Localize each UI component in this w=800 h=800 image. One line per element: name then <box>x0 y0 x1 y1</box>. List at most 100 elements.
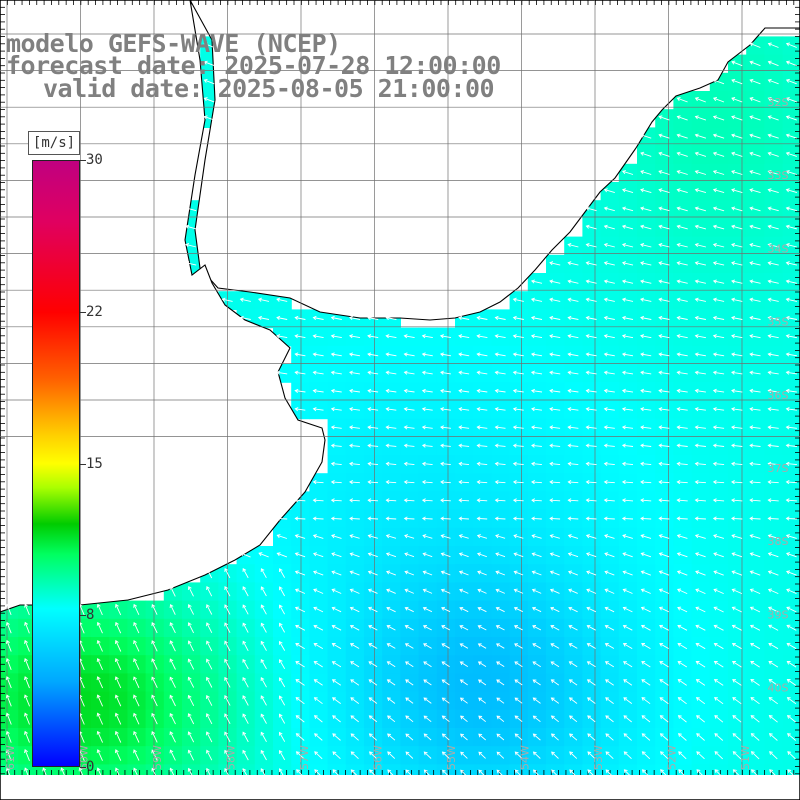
wind-arrow <box>458 498 470 503</box>
wind-arrow <box>658 606 670 613</box>
wind-arrow <box>549 461 561 466</box>
wind-arrow <box>731 480 743 485</box>
wind-arrow <box>567 279 579 284</box>
wind-arrow <box>749 443 761 448</box>
wind-arrow <box>568 679 578 686</box>
wind-arrow <box>767 297 779 302</box>
wind-arrow <box>513 606 523 613</box>
wind-arrow <box>224 604 231 615</box>
wind-arrow <box>785 261 798 266</box>
wind-arrow <box>440 498 451 503</box>
wind-arrow <box>385 461 397 466</box>
wind-arrow <box>658 133 670 139</box>
wind-arrow <box>532 679 541 686</box>
wind-arrow <box>785 279 798 284</box>
wind-arrow <box>767 425 779 430</box>
land-polygon <box>0 0 800 321</box>
wind-arrow <box>133 621 140 634</box>
colorbar-tick-mark <box>80 767 86 768</box>
wind-arrow <box>278 622 285 633</box>
wind-arrow <box>786 588 797 595</box>
wind-arrow <box>276 334 288 339</box>
latitude-label: 38S <box>768 535 789 548</box>
wind-arrow <box>640 388 652 393</box>
wind-arrow <box>513 570 524 576</box>
wind-arrow <box>694 443 706 448</box>
wind-arrow <box>403 352 415 357</box>
wind-arrow <box>712 206 725 212</box>
wind-arrow <box>550 679 560 686</box>
wind-arrow <box>368 606 378 613</box>
wind-arrow <box>785 498 797 503</box>
wind-arrow <box>476 425 488 430</box>
wind-arrow <box>478 751 486 759</box>
wind-arrow <box>695 679 706 686</box>
wind-arrow <box>495 570 506 576</box>
wind-arrow <box>767 188 779 194</box>
wind-arrow <box>349 643 360 649</box>
wind-arrow <box>203 42 215 48</box>
wind-arrow <box>478 733 486 741</box>
wind-arrow <box>169 585 176 597</box>
wind-arrow <box>567 407 579 412</box>
wind-arrow <box>512 297 524 302</box>
wind-arrow <box>712 334 725 339</box>
wind-arrow <box>658 407 670 412</box>
wind-arrow <box>549 334 561 339</box>
wind-arrow <box>785 97 797 103</box>
wind-arrow <box>640 516 652 521</box>
wind-arrow <box>676 133 688 139</box>
wind-arrow <box>694 407 706 412</box>
wind-arrow <box>714 751 724 760</box>
wind-arrow <box>494 334 506 339</box>
wind-arrow <box>440 534 451 539</box>
wind-arrow <box>549 498 561 503</box>
wind-arrow <box>676 552 688 558</box>
wind-arrow <box>532 661 541 668</box>
wind-arrow <box>550 606 560 613</box>
wind-arrow <box>785 188 798 194</box>
wind-arrow <box>367 588 378 594</box>
wind-arrow <box>332 733 341 741</box>
wind-arrow <box>512 461 524 466</box>
wind-arrow <box>641 643 651 649</box>
wind-arrow <box>349 516 360 521</box>
wind-arrow <box>621 388 634 393</box>
wind-arrow <box>641 715 651 723</box>
wind-arrow <box>205 713 213 725</box>
wind-arrow <box>441 625 451 631</box>
wind-arrow <box>785 133 797 139</box>
wind-arrow <box>513 534 524 539</box>
wind-arrow <box>367 498 379 503</box>
wind-arrow <box>567 388 579 393</box>
wind-arrow <box>567 498 579 503</box>
wind-arrow <box>405 751 414 759</box>
wind-arrow <box>133 767 140 779</box>
wind-arrow <box>459 588 469 594</box>
wind-arrow <box>330 425 342 430</box>
wind-arrow <box>749 42 761 48</box>
wind-arrow <box>640 624 651 631</box>
wind-arrow <box>712 370 725 375</box>
wind-arrow <box>785 170 798 175</box>
wind-arrow <box>658 315 670 321</box>
wind-arrow <box>678 769 687 778</box>
wind-arrow <box>494 461 506 466</box>
wind-arrow <box>385 388 397 394</box>
wind-arrow <box>585 315 597 321</box>
wind-arrow <box>749 388 761 393</box>
wind-arrow <box>24 603 30 616</box>
wind-arrow <box>531 461 542 466</box>
wind-arrow <box>349 498 360 503</box>
wind-arrow <box>549 370 561 375</box>
wind-arrow <box>187 694 195 707</box>
wind-arrow <box>96 658 104 670</box>
wind-arrow <box>459 606 469 613</box>
wind-arrow <box>278 659 286 670</box>
wind-arrow <box>512 498 524 503</box>
wind-arrow <box>785 115 797 121</box>
wind-arrow <box>785 60 797 67</box>
wind-arrow <box>512 315 524 321</box>
wind-arrow <box>276 534 288 539</box>
colorbar-tick-label: 15 <box>86 455 103 472</box>
